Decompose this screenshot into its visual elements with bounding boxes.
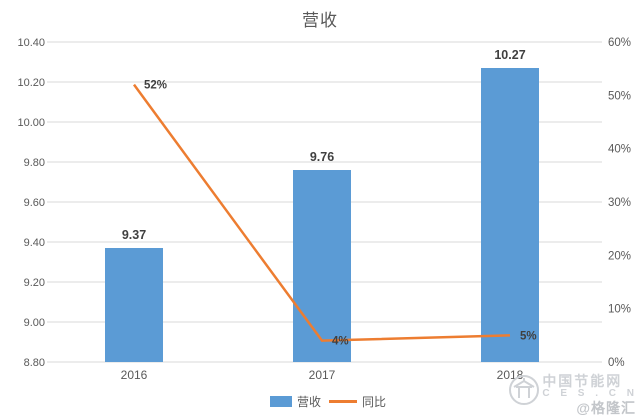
left-axis-tick-label: 9.00 <box>24 317 45 329</box>
legend-item-revenue: 营收 <box>269 393 321 410</box>
watermark-site-url: C E S . C N <box>542 387 638 399</box>
watermark-handle: @格隆汇 <box>576 400 636 416</box>
left-axis-tick-label: 9.20 <box>24 277 45 289</box>
watermark: 中国节能网 C E S . C N <box>508 374 638 406</box>
x-axis-category-label: 2017 <box>309 368 336 382</box>
line-point-label: 4% <box>332 336 349 348</box>
left-axis-tick-label: 9.60 <box>24 197 45 209</box>
line-point-label: 52% <box>144 80 167 92</box>
revenue-bar <box>105 248 163 362</box>
right-axis-tick-label: 60% <box>608 37 631 49</box>
watermark-logo-icon <box>509 375 540 405</box>
chart-title: 营收 <box>302 11 338 30</box>
chart-legend: 营收 同比 <box>0 393 640 410</box>
legend-item-yoy: 同比 <box>329 393 386 410</box>
right-axis-tick-label: 30% <box>608 197 631 209</box>
right-axis-tick-label: 20% <box>608 250 631 262</box>
right-axis-tick-label: 50% <box>608 90 631 102</box>
yoy-line <box>132 83 511 342</box>
right-axis-tick-label: 40% <box>608 144 631 156</box>
x-axis-category-label: 2016 <box>121 368 148 382</box>
revenue-bar-swatch-icon <box>269 396 292 407</box>
revenue-bar <box>481 68 539 362</box>
bar-value-label: 9.76 <box>310 150 334 164</box>
left-axis-tick-label: 10.20 <box>17 77 45 89</box>
right-axis-tick-label: 10% <box>608 304 631 316</box>
right-axis-tick-label: 0% <box>608 357 625 369</box>
line-point-label: 5% <box>520 330 537 342</box>
revenue-bar <box>293 170 351 362</box>
yoy-line-swatch-icon <box>329 400 357 403</box>
legend-label-revenue: 营收 <box>296 395 321 409</box>
left-axis-tick-label: 10.40 <box>17 37 45 49</box>
bar-value-label: 10.27 <box>494 48 525 62</box>
left-axis-tick-label: 9.80 <box>24 157 45 169</box>
watermark-text: 中国节能网 C E S . C N <box>542 374 638 399</box>
left-axis-tick-label: 10.00 <box>17 117 45 129</box>
legend-label-yoy: 同比 <box>362 395 387 409</box>
bar-value-label: 9.37 <box>122 228 146 242</box>
left-axis-tick-label: 8.80 <box>24 357 45 369</box>
watermark-site-name: 中国节能网 <box>542 373 623 389</box>
left-axis-tick-label: 9.40 <box>24 237 45 249</box>
